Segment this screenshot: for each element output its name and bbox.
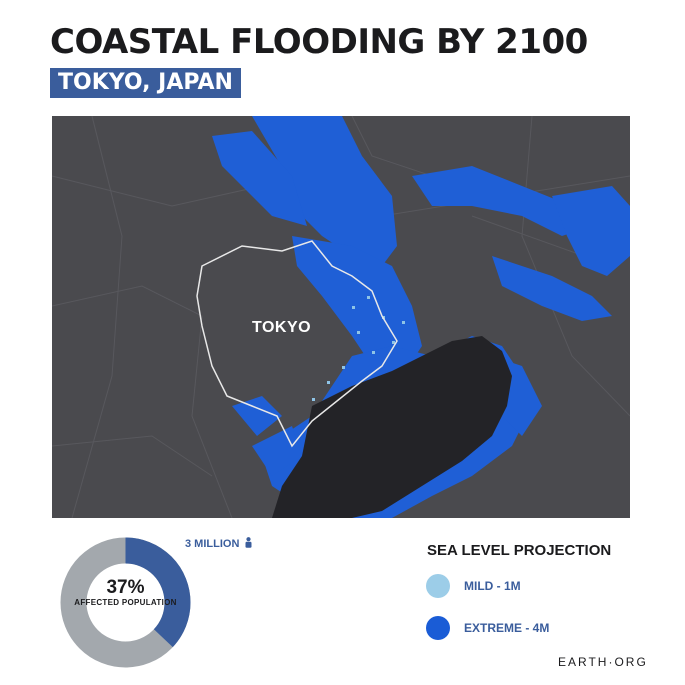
affected-label: AFFECTED POPULATION [74, 598, 177, 607]
map-graphic [52, 116, 630, 518]
population-affected: 3 MILLION [185, 537, 252, 551]
legend-title: SEA LEVEL PROJECTION [427, 542, 612, 559]
legend-swatch-extreme [426, 616, 450, 640]
city-label: TOKYO [252, 319, 312, 336]
population-value: 3 MILLION [185, 537, 240, 550]
flood-map[interactable]: TOKYO [52, 116, 630, 518]
brand-logo-text: EARTH·ORG [558, 655, 648, 669]
location-subtitle: TOKYO, JAPAN [50, 68, 241, 98]
legend-label-extreme: EXTREME - 4M [464, 621, 550, 635]
affected-population-donut [60, 537, 191, 668]
page-title: COASTAL FLOODING BY 2100 [50, 22, 588, 62]
tokyo-boundary [196, 240, 398, 448]
donut-center: 37% AFFECTED POPULATION [58, 578, 193, 608]
legend-item-extreme: EXTREME - 4M [426, 616, 549, 640]
person-icon [245, 537, 252, 551]
donut-affected-arc [60, 537, 191, 668]
legend-swatch-mild [426, 574, 450, 598]
affected-percent: 37% [106, 577, 145, 598]
legend-item-mild: MILD - 1M [426, 574, 521, 598]
tokyo-bay [272, 336, 512, 518]
legend-label-mild: MILD - 1M [464, 579, 521, 593]
